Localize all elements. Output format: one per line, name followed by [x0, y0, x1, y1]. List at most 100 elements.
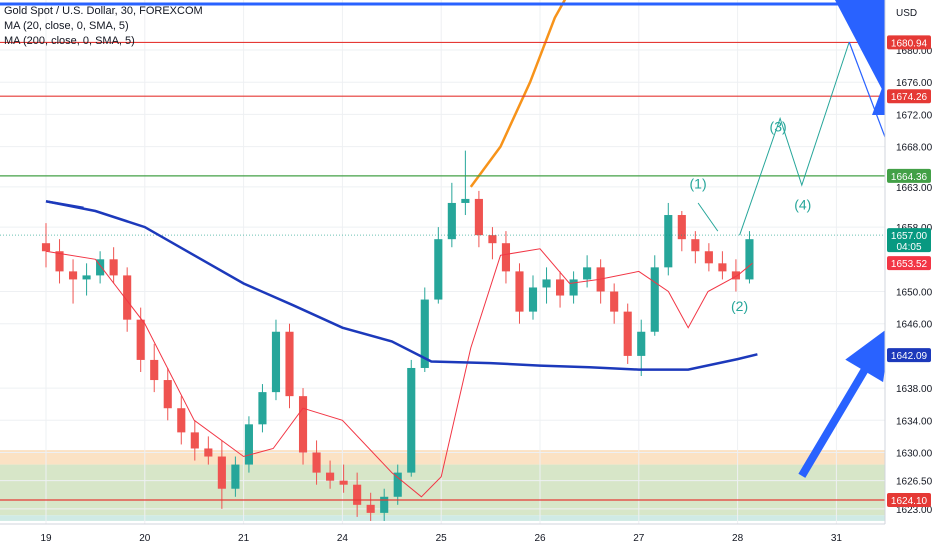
candle-body — [231, 464, 240, 489]
time-axis-bg — [0, 524, 932, 550]
candle-body — [258, 392, 267, 425]
candle-body — [312, 452, 321, 473]
candle-body — [569, 279, 578, 296]
candle-body — [68, 271, 78, 280]
candle-body — [556, 279, 565, 296]
orange-trend-line — [469, 0, 567, 188]
candle-body — [515, 271, 524, 312]
x-tick-label: 28 — [732, 533, 744, 544]
x-tick-label: 24 — [337, 533, 349, 544]
currency-label: USD — [896, 8, 917, 19]
candle-body — [190, 432, 199, 449]
x-tick-label: 31 — [831, 533, 843, 544]
y-tick-label: 1650.00 — [896, 288, 932, 299]
y-tick-label: 1676.00 — [896, 78, 932, 89]
candle-body — [731, 271, 740, 280]
candle-body — [271, 331, 281, 393]
legend-symbol[interactable]: Gold Spot / U.S. Dollar, 30, FOREXCOM — [4, 5, 203, 17]
candle-body — [745, 239, 754, 280]
x-tick-label: 21 — [238, 533, 250, 544]
wave-label: (2) — [731, 298, 748, 314]
candle-body — [393, 472, 402, 497]
candle-body — [298, 396, 308, 453]
top-right-arrow — [835, 0, 885, 95]
candle-body — [353, 484, 362, 505]
chart-legend: Gold Spot / U.S. Dollar, 30, FOREXCOM MA… — [4, 4, 203, 49]
x-tick-label: 19 — [40, 533, 52, 544]
candle-body — [109, 259, 118, 276]
grid — [0, 0, 885, 524]
candle-body — [474, 198, 483, 236]
candle-body — [55, 251, 64, 272]
candle-body — [41, 243, 51, 252]
arrow-drawing — [798, 0, 891, 478]
price-tag — [887, 35, 931, 50]
candle-body — [285, 331, 294, 397]
price-tag — [887, 168, 931, 183]
price-tag-label: 1642.09 — [891, 351, 928, 362]
zones — [0, 450, 885, 521]
candle-body — [136, 319, 145, 360]
wave-label: (1) — [690, 175, 707, 191]
ma20-line — [45, 248, 753, 498]
candle-body — [528, 287, 538, 312]
price-tag — [887, 228, 931, 253]
candle-body — [177, 408, 186, 433]
price-tag — [887, 256, 931, 271]
candle-body — [123, 275, 132, 320]
candle-body — [407, 367, 416, 473]
ma200-line — [45, 200, 758, 371]
candle-body — [163, 380, 172, 409]
x-tick-label: 27 — [633, 533, 645, 544]
candle-body — [704, 251, 713, 264]
price-tag-label: 1664.36 — [891, 172, 928, 183]
x-tick-label: 20 — [139, 533, 151, 544]
candle-body — [542, 279, 551, 288]
candle-body — [366, 504, 375, 513]
legend-ma20[interactable]: MA (20, close, 0, SMA, 5) — [4, 20, 129, 32]
elliott-wave-path — [739, 41, 850, 236]
candle-body — [664, 215, 673, 268]
candle-body — [420, 299, 429, 368]
legend-ma200[interactable]: MA (200, close, 0, SMA, 5) — [4, 35, 135, 47]
candle-body — [82, 275, 91, 280]
candle-body — [150, 359, 159, 381]
wave-label: (4) — [794, 196, 811, 212]
candle-body — [461, 198, 470, 203]
candle-body — [244, 424, 253, 465]
y-tick-label: 1680.00 — [896, 46, 932, 57]
candle-body — [718, 263, 727, 272]
candle-body — [650, 267, 659, 332]
candle-body — [380, 496, 389, 513]
candle-body — [488, 235, 497, 244]
price-zone — [0, 515, 885, 521]
price-tag-label: 1674.26 — [891, 92, 928, 103]
wave-label: (3) — [770, 118, 787, 134]
candle-body — [637, 331, 646, 356]
y-tick-label: 1646.00 — [896, 320, 932, 331]
candle-body — [217, 456, 226, 489]
y-tick-label: 1638.00 — [896, 384, 932, 395]
candle-body — [204, 448, 213, 457]
price-tag-label: 1657.00 — [891, 231, 928, 242]
candle-body — [447, 202, 456, 240]
y-tick-label: 1630.00 — [896, 449, 932, 460]
price-tag — [887, 492, 931, 507]
x-tick-label: 25 — [436, 533, 448, 544]
candle-body — [623, 311, 632, 356]
y-tick-label: 1663.00 — [896, 183, 932, 194]
big-up-arrow — [798, 326, 891, 478]
y-tick-label: 1672.00 — [896, 110, 932, 121]
candle-body — [501, 243, 511, 272]
price-tag-label: 1624.10 — [891, 496, 928, 507]
candle-body — [434, 239, 443, 300]
candle-body — [96, 259, 105, 276]
ma200-left-segment — [45, 200, 84, 210]
wave1-path — [697, 202, 719, 232]
price-tag — [887, 89, 931, 104]
candle-body — [610, 291, 619, 312]
candle-body — [677, 215, 686, 240]
price-tags: 1680.94 1674.26 1664.36 1624.10 1642.09 1657.… — [887, 35, 931, 507]
y-tick-label: 1634.00 — [896, 416, 932, 427]
